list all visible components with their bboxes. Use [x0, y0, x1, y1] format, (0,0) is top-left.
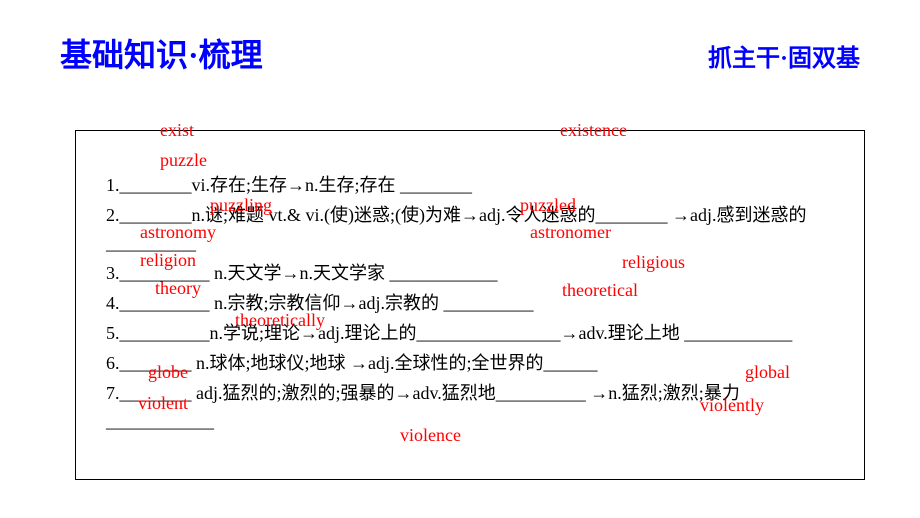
answer-astronomy: astronomy [140, 222, 216, 243]
num-4: 4. [106, 293, 120, 313]
answer-puzzled: puzzled [520, 195, 576, 216]
item-3: 3.__________ n.天文学→n.天文学家 ____________ [106, 259, 834, 287]
item-6: 6.________ n.球体;地球仪;地球 →adj.全球性的;全世界的___… [106, 349, 834, 377]
answer-violence: violence [400, 425, 461, 446]
title-left: 基础知识·梳理 [60, 30, 263, 76]
answer-theoretically: theoretically [235, 310, 325, 331]
text-7: ________ adj.猛烈的;激烈的;强暴的→adv.猛烈地________… [106, 383, 740, 431]
num-5: 5. [106, 323, 120, 343]
answer-puzzle: puzzle [160, 150, 207, 171]
answer-globe: globe [148, 362, 188, 383]
answer-religion: religion [140, 250, 196, 271]
num-2: 2. [106, 205, 120, 225]
title-right: 抓主干·固双基 [708, 38, 860, 73]
content-box: 1.________vi.存在;生存→n.生存;存在 ________ 2. __… [75, 130, 865, 480]
text-1: ________vi.存在;生存→n.生存;存在 ________ [120, 175, 473, 195]
item-5: 5.__________n.学说;理论→adj.理论上的____________… [106, 319, 834, 347]
num-1: 1. [106, 175, 120, 195]
answer-global: global [745, 362, 790, 383]
answer-astronomer: astronomer [530, 222, 611, 243]
header: 基础知识·梳理 抓主干·固双基 [0, 0, 920, 86]
answer-violently: violently [700, 395, 764, 416]
num-7: 7. [106, 383, 120, 403]
text-6: ________ n.球体;地球仪;地球 →adj.全球性的;全世界的_____… [120, 353, 598, 373]
answer-violent: violent [138, 393, 188, 414]
answer-existence: existence [560, 120, 627, 141]
answer-puzzling: puzzling [210, 195, 272, 216]
text-5: __________n.学说;理论→adj.理论上的______________… [120, 323, 793, 343]
answer-religious: religious [622, 252, 685, 273]
answer-theoretical: theoretical [562, 280, 638, 301]
item-4: 4.__________ n.宗教;宗教信仰→adj.宗教的 _________… [106, 289, 834, 317]
answer-exist: exist [160, 120, 194, 141]
num-3: 3. [106, 263, 120, 283]
num-6: 6. [106, 353, 120, 373]
answer-theory: theory [155, 278, 201, 299]
